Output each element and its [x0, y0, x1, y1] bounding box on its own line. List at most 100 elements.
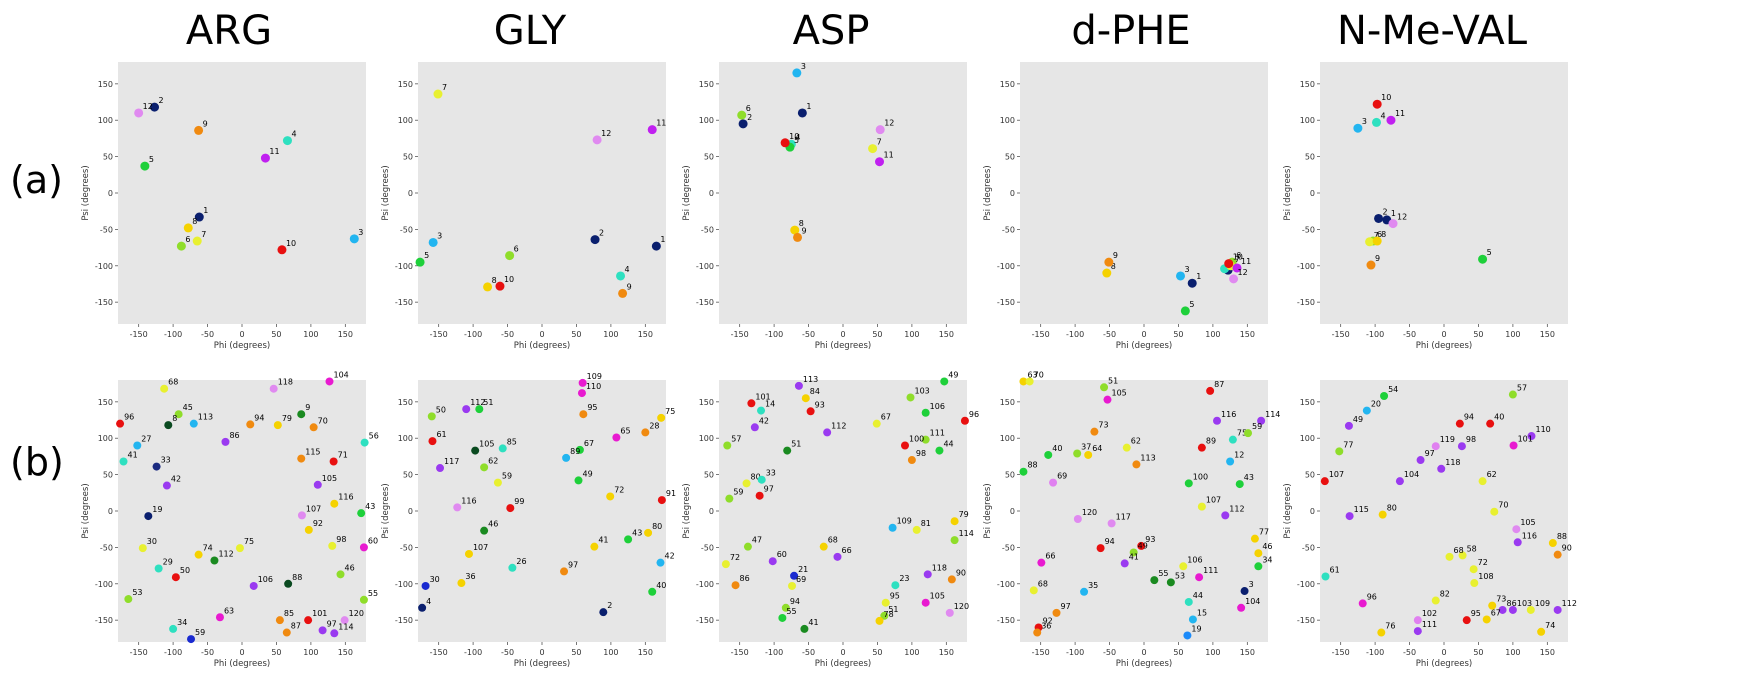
point-label: 63 [224, 606, 234, 615]
data-point [647, 125, 657, 135]
scatter-panel-arg-b: -150 -100 -50 0 50 100 150 -150 -100 -50 0 50 100 150… [81, 370, 379, 669]
point-label: 3 [1249, 580, 1254, 589]
point-label: 42 [759, 416, 769, 425]
point-label: 68 [1454, 546, 1464, 555]
data-point [1052, 608, 1061, 617]
data-point [1122, 443, 1131, 452]
x-tick-label: -150 [731, 648, 749, 657]
point-label: 95 [890, 592, 900, 601]
data-point [134, 108, 144, 118]
column-title-d-phe: d-PHE [1071, 8, 1191, 54]
y-tick-label: 50 [1005, 153, 1015, 162]
point-label: 42 [171, 475, 181, 484]
point-label: 67 [584, 439, 594, 448]
x-tick-label: 100 [603, 330, 618, 339]
point-label: 5 [794, 136, 799, 145]
point-label: 97 [1425, 449, 1435, 458]
data-point [801, 394, 810, 403]
data-point [282, 136, 292, 146]
data-point [1213, 416, 1222, 425]
point-label: 46 [1262, 542, 1272, 551]
point-label: 88 [1027, 461, 1037, 470]
point-label: 59 [1252, 422, 1262, 431]
data-point [945, 608, 954, 617]
scatter-panel-asp-b: -150 -100 -50 0 50 100 150 -150 -100 -50 0 50 100 150… [682, 370, 979, 669]
x-tick-label: 0 [840, 330, 845, 339]
data-point [657, 413, 666, 422]
point-label: 107 [1329, 470, 1344, 479]
point-label: 112 [831, 421, 846, 430]
point-label: 40 [656, 581, 666, 590]
data-point [644, 528, 653, 537]
point-label: 79 [959, 510, 969, 519]
data-point [457, 579, 466, 588]
data-point [560, 567, 569, 576]
point-label: 101 [312, 609, 327, 618]
point-label: 75 [1237, 429, 1247, 438]
point-label: 106 [930, 402, 945, 411]
x-tick-label: -100 [164, 648, 182, 657]
column-title-gly: GLY [493, 8, 567, 54]
scatter-panel-d-phe-b: -150 -100 -50 0 50 100 150 -150 -100 -50 0 50 100 150… [983, 370, 1280, 669]
y-tick-label: 100 [98, 116, 113, 125]
data-point [868, 144, 878, 154]
point-label: 107 [306, 504, 321, 513]
data-point [453, 503, 462, 512]
scatter-panel-n-me-val-b: -150 -100 -50 0 50 100 150 -150 -100 -50 0 50 100 150… [1283, 380, 1577, 669]
point-label: 94 [1464, 413, 1474, 422]
data-point [138, 544, 147, 553]
y-tick-label: 150 [1300, 80, 1315, 89]
x-tick-label: 50 [872, 330, 882, 339]
point-label: 63 [1027, 370, 1037, 379]
data-point [336, 570, 345, 579]
data-point [1197, 443, 1206, 452]
point-label: 49 [1353, 415, 1363, 424]
plot-area [118, 380, 366, 642]
x-tick-label: -50 [802, 648, 815, 657]
point-label: 10 [1381, 93, 1391, 102]
data-point [133, 441, 142, 450]
point-label: 109 [587, 372, 602, 381]
data-point [1372, 236, 1382, 246]
data-point [901, 441, 909, 450]
point-label: 3 [1362, 117, 1367, 126]
x-tick-label: 150 [1540, 648, 1555, 657]
y-tick-label: 150 [1000, 398, 1015, 407]
data-point [297, 410, 306, 419]
point-label: 86 [229, 431, 239, 440]
point-label: 72 [730, 553, 740, 562]
point-label: 110 [586, 382, 601, 391]
scatter-panel-n-me-val-a: -150 -100 -50 0 50 100 150 -150 -100 -50 0 50 100 150… [1283, 62, 1568, 351]
data-point [657, 496, 666, 505]
data-point [183, 223, 193, 233]
data-point [505, 251, 515, 261]
y-tick-label: -100 [1297, 262, 1315, 271]
plot-area [1320, 380, 1568, 642]
y-tick-label: 150 [1300, 398, 1315, 407]
data-point [599, 608, 608, 617]
point-label: 12 [1397, 213, 1407, 222]
x-tick-label: -50 [1403, 648, 1416, 657]
data-point [788, 581, 797, 590]
x-tick-label: 100 [1205, 648, 1220, 657]
point-label: 108 [1478, 572, 1493, 581]
point-label: 106 [258, 575, 273, 584]
data-point [160, 384, 169, 393]
data-point [273, 421, 282, 430]
point-label: 11 [884, 151, 894, 160]
data-point [269, 384, 278, 393]
data-point [950, 517, 959, 526]
x-tick-label: 150 [1240, 330, 1255, 339]
point-label: 92 [1043, 616, 1053, 625]
point-label: 93 [815, 400, 825, 409]
y-tick-label: 0 [408, 189, 413, 198]
point-label: 2 [607, 601, 612, 610]
point-label: 57 [1517, 384, 1527, 393]
point-label: 120 [349, 609, 364, 618]
data-point [1457, 442, 1466, 451]
point-label: 58 [1467, 544, 1477, 553]
data-point [1488, 601, 1497, 610]
x-tick-label: -50 [501, 648, 514, 657]
scatter-panel-gly-b: -150 -100 -50 0 50 100 150 -150 -100 -50 0 50 100 150… [381, 372, 676, 669]
point-label: 97 [327, 619, 337, 628]
